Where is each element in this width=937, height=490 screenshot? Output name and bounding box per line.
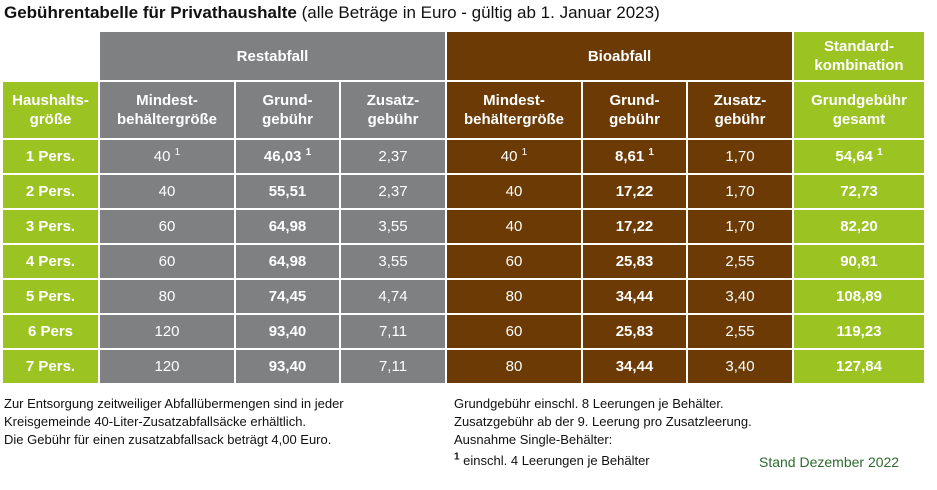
bio-zusatzgebuehr: 1,70	[688, 210, 792, 243]
household-size: 4 Pers.	[3, 245, 98, 278]
total-fee: 72,73	[794, 175, 924, 208]
rest-min-size: 120	[100, 350, 234, 383]
rest-min-size: 40 1	[100, 140, 234, 173]
group-standardkombination: Standard-kombination	[794, 32, 924, 80]
rest-min-size: 120	[100, 315, 234, 348]
household-size: 7 Pers.	[3, 350, 98, 383]
household-size: 3 Pers.	[3, 210, 98, 243]
header-rest-zusatzgebuehr: Zusatz-gebühr	[341, 82, 445, 138]
rest-zusatzgebuehr: 4,74	[341, 280, 445, 313]
title-main: Gebührentabelle für Privathaushalte	[4, 3, 297, 22]
bio-grundgebuehr: 25,83	[583, 245, 686, 278]
total-fee: 82,20	[794, 210, 924, 243]
rest-zusatzgebuehr: 7,11	[341, 350, 445, 383]
total-fee: 54,64 1	[794, 140, 924, 173]
bio-min-size: 60	[447, 245, 581, 278]
bio-min-size: 60	[447, 315, 581, 348]
bio-zusatzgebuehr: 2,55	[688, 315, 792, 348]
title-subtitle: (alle Beträge in Euro - gültig ab 1. Jan…	[296, 3, 660, 22]
bio-zusatzgebuehr: 1,70	[688, 140, 792, 173]
bio-min-size: 40	[447, 210, 581, 243]
bio-grundgebuehr: 8,61 1	[583, 140, 686, 173]
header-haushaltsgroesse: Haushalts-größe	[3, 82, 98, 138]
bio-min-size: 40	[447, 175, 581, 208]
header-bio-grundgebuehr: Grund-gebühr	[583, 82, 686, 138]
stand-date: Stand Dezember 2022	[759, 454, 900, 470]
rest-grundgebuehr: 93,40	[236, 315, 339, 348]
bio-grundgebuehr: 17,22	[583, 210, 686, 243]
rest-zusatzgebuehr: 3,55	[341, 210, 445, 243]
table-row: 2 Pers. 40 55,51 2,37 40 17,22 1,70 72,7…	[3, 175, 924, 208]
bio-zusatzgebuehr: 2,55	[688, 245, 792, 278]
household-size: 2 Pers.	[3, 175, 98, 208]
bio-grundgebuehr: 17,22	[583, 175, 686, 208]
header-bio-mindestbehaelter: Mindest-behältergröße	[447, 82, 581, 138]
rest-min-size: 40	[100, 175, 234, 208]
total-fee: 90,81	[794, 245, 924, 278]
table-row: 6 Pers 120 93,40 7,11 60 25,83 2,55 119,…	[3, 315, 924, 348]
bio-zusatzgebuehr: 3,40	[688, 350, 792, 383]
table-row: 3 Pers. 60 64,98 3,55 40 17,22 1,70 82,2…	[3, 210, 924, 243]
table-row: 7 Pers. 120 93,40 7,11 80 34,44 3,40 127…	[3, 350, 924, 383]
note-line: Zur Entsorgung zeitweiliger Abfallüberme…	[4, 396, 344, 411]
note-line: Ausnahme Single-Behälter:	[454, 432, 613, 447]
footnote: 1 einschl. 4 Leerungen je Behälter	[454, 451, 650, 468]
rest-zusatzgebuehr: 2,37	[341, 175, 445, 208]
group-restabfall: Restabfall	[100, 32, 445, 80]
note-line: Grundgebühr einschl. 8 Leerungen je Behä…	[454, 396, 724, 411]
group-bioabfall: Bioabfall	[447, 32, 792, 80]
rest-zusatzgebuehr: 3,55	[341, 245, 445, 278]
household-size: 5 Pers.	[3, 280, 98, 313]
column-header-row: Haushalts-größe Mindest-behältergröße Gr…	[3, 82, 924, 138]
fee-table: Restabfall Bioabfall Standard-kombinatio…	[1, 30, 926, 385]
bio-grundgebuehr: 34,44	[583, 280, 686, 313]
page-title: Gebührentabelle für Privathaushalte (all…	[4, 3, 660, 23]
household-size: 6 Pers	[3, 315, 98, 348]
rest-grundgebuehr: 55,51	[236, 175, 339, 208]
rest-min-size: 60	[100, 210, 234, 243]
header-bio-zusatzgebuehr: Zusatz-gebühr	[688, 82, 792, 138]
bio-min-size: 80	[447, 350, 581, 383]
total-fee: 127,84	[794, 350, 924, 383]
header-rest-mindestbehaelter: Mindest-behältergröße	[100, 82, 234, 138]
notes-right: Grundgebühr einschl. 8 Leerungen je Behä…	[454, 395, 752, 470]
table-row: 4 Pers. 60 64,98 3,55 60 25,83 2,55 90,8…	[3, 245, 924, 278]
rest-min-size: 60	[100, 245, 234, 278]
table-row: 1 Pers. 40 1 46,03 1 2,37 40 1 8,61 1 1,…	[3, 140, 924, 173]
rest-grundgebuehr: 74,45	[236, 280, 339, 313]
table-row: 5 Pers. 80 74,45 4,74 80 34,44 3,40 108,…	[3, 280, 924, 313]
rest-zusatzgebuehr: 7,11	[341, 315, 445, 348]
bio-min-size: 40 1	[447, 140, 581, 173]
note-line: Die Gebühr für einen zusatzabfallsack be…	[4, 432, 332, 447]
note-line: Kreisgemeinde 40-Liter-Zusatzabfallsäcke…	[4, 414, 307, 429]
bio-min-size: 80	[447, 280, 581, 313]
notes-left: Zur Entsorgung zeitweiliger Abfallüberme…	[4, 395, 344, 449]
rest-grundgebuehr: 64,98	[236, 245, 339, 278]
note-line: Zusatzgebühr ab der 9. Leerung pro Zusat…	[454, 414, 752, 429]
rest-min-size: 80	[100, 280, 234, 313]
rest-grundgebuehr: 93,40	[236, 350, 339, 383]
rest-zusatzgebuehr: 2,37	[341, 140, 445, 173]
household-size: 1 Pers.	[3, 140, 98, 173]
bio-zusatzgebuehr: 3,40	[688, 280, 792, 313]
total-fee: 119,23	[794, 315, 924, 348]
rest-grundgebuehr: 64,98	[236, 210, 339, 243]
header-rest-grundgebuehr: Grund-gebühr	[236, 82, 339, 138]
total-fee: 108,89	[794, 280, 924, 313]
group-header-row: Restabfall Bioabfall Standard-kombinatio…	[3, 32, 924, 80]
rest-grundgebuehr: 46,03 1	[236, 140, 339, 173]
bio-zusatzgebuehr: 1,70	[688, 175, 792, 208]
empty-corner	[3, 32, 98, 80]
bio-grundgebuehr: 34,44	[583, 350, 686, 383]
bio-grundgebuehr: 25,83	[583, 315, 686, 348]
header-grundgebuehr-gesamt: Grundgebühr gesamt	[794, 82, 924, 138]
